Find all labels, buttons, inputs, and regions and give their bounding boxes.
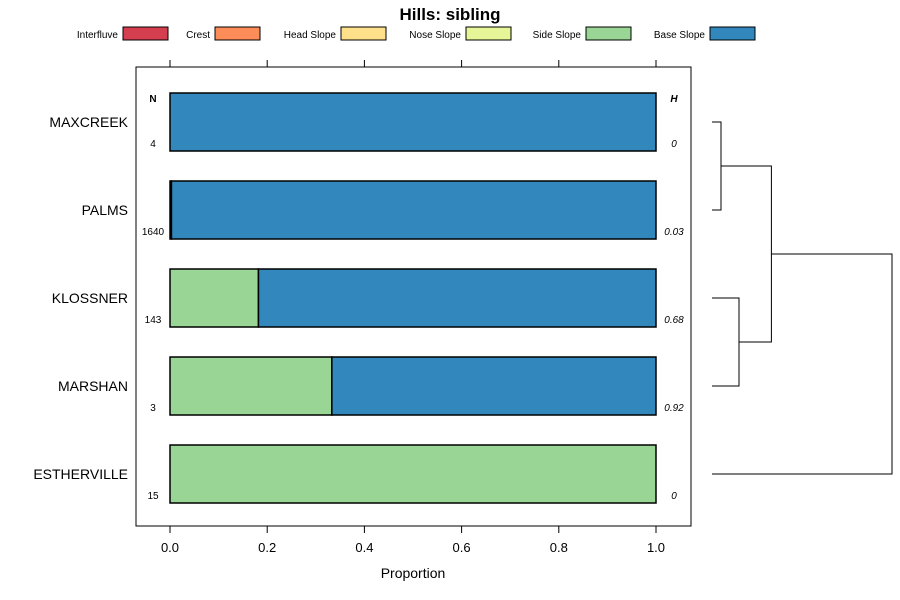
dendrogram <box>712 121 893 475</box>
h-label-klossner: 0.68 <box>664 315 684 326</box>
plot-frame <box>135 66 692 527</box>
n-label-estherville: 15 <box>147 491 159 502</box>
legend-label-base-slope: Base Slope <box>654 30 706 41</box>
category-label-marshan: MARSHAN <box>58 378 128 394</box>
x-tick-label: 0.2 <box>258 540 276 555</box>
legend-swatch-interfluve <box>122 26 169 41</box>
chart-title: Hills: sibling <box>399 5 500 24</box>
category-label-klossner: KLOSSNER <box>52 290 128 306</box>
bar-estherville-side-slope <box>169 444 657 504</box>
n-label-palms: 1640 <box>142 227 165 238</box>
bar-marshan-base-slope <box>331 356 657 416</box>
legend-label-interfluve: Interfluve <box>77 30 119 41</box>
x-axis: 0.0 0.2 0.4 0.6 0.8 1.0 <box>161 60 665 555</box>
bar-palms-base-slope <box>170 180 657 240</box>
bars: MAXCREEK 4 0 PALMS 1640 0.03 KLOSSNER 143 0.68 MA… <box>33 92 684 504</box>
bar-marshan-side-slope <box>169 356 333 416</box>
n-column-header: N <box>149 94 156 105</box>
n-label-marshan: 3 <box>150 403 156 414</box>
dendrogram-link <box>712 297 740 387</box>
legend-swatch-crest <box>214 26 261 41</box>
legend-label-nose-slope: Nose Slope <box>409 30 461 41</box>
x-tick-label: 0.6 <box>453 540 471 555</box>
category-label-estherville: ESTHERVILLE <box>33 466 128 482</box>
n-label-maxcreek: 4 <box>150 139 156 150</box>
h-label-maxcreek: 0 <box>671 139 677 150</box>
dendrogram-link <box>721 165 772 343</box>
category-label-maxcreek: MAXCREEK <box>49 114 128 130</box>
x-tick-label: 0.0 <box>161 540 179 555</box>
x-axis-title: Proportion <box>381 565 446 581</box>
x-tick-label: 1.0 <box>647 540 665 555</box>
h-label-estherville: 0 <box>671 491 677 502</box>
h-label-marshan: 0.92 <box>664 403 684 414</box>
dendrogram-link <box>712 253 893 475</box>
category-label-palms: PALMS <box>82 202 128 218</box>
x-tick-label: 0.4 <box>355 540 373 555</box>
bar-klossner-base-slope <box>257 268 657 328</box>
legend-swatch-base-slope <box>709 26 756 41</box>
legend-label-head-slope: Head Slope <box>284 30 337 41</box>
dendrogram-link <box>712 121 722 211</box>
legend: Interfluve Crest Head Slope Nose Slope Side … <box>77 26 756 41</box>
legend-swatch-side-slope <box>585 26 632 41</box>
n-label-klossner: 143 <box>145 315 162 326</box>
x-tick-label: 0.8 <box>550 540 568 555</box>
bar-klossner-side-slope <box>169 268 260 328</box>
legend-swatch-nose-slope <box>465 26 512 41</box>
bar-maxcreek-base-slope <box>169 92 657 152</box>
legend-label-crest: Crest <box>186 30 210 41</box>
legend-label-side-slope: Side Slope <box>533 30 582 41</box>
h-column-header: H <box>670 94 678 105</box>
legend-swatch-head-slope <box>340 26 387 41</box>
h-label-palms: 0.03 <box>664 227 684 238</box>
